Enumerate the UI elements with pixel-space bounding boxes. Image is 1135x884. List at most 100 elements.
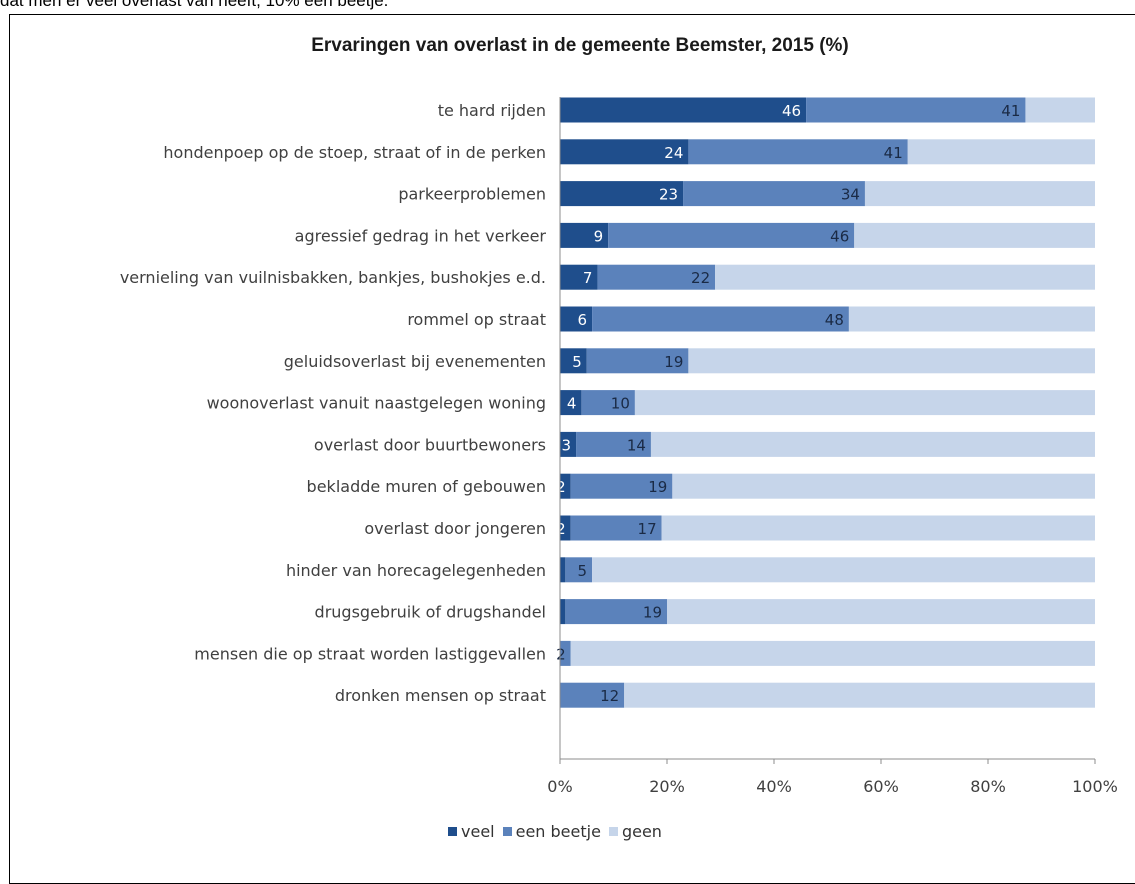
bar-geen [624, 682, 1095, 708]
bar-een-beetje [592, 306, 849, 332]
x-tick-label: 100% [1072, 777, 1118, 796]
bar-veel [560, 222, 609, 248]
data-label: 22 [691, 269, 710, 287]
bar-een-beetje [581, 390, 635, 416]
legend-swatch-veel [448, 827, 457, 836]
data-label: 4 [567, 395, 577, 413]
data-label: 6 [578, 311, 588, 329]
bar-veel [560, 97, 807, 123]
bar-een-beetje [565, 557, 593, 583]
data-label: 5 [578, 562, 588, 580]
bar-geen [667, 599, 1095, 625]
bar-geen [592, 557, 1095, 583]
bar-geen [715, 264, 1095, 290]
bar-geen [907, 139, 1095, 165]
bar-veel [560, 557, 566, 583]
bar-veel [560, 515, 571, 541]
data-label: 24 [664, 144, 683, 162]
bar-een-beetje [570, 473, 673, 499]
data-label: 46 [830, 227, 849, 245]
intro-text: dat men er veel overlast van heeft, 10% … [0, 0, 389, 10]
bar-geen [854, 222, 1095, 248]
category-label: rommel op straat [407, 310, 546, 329]
legend-label-een-beetje: een beetje [515, 822, 601, 841]
bar-veel [560, 473, 571, 499]
data-label: 19 [664, 353, 683, 371]
legend-item-veel: veel [448, 822, 495, 841]
data-label: 5 [572, 353, 582, 371]
bar-veel [560, 139, 689, 165]
legend-swatch-een-beetje [502, 827, 512, 836]
data-label: 3 [562, 436, 572, 454]
bar-geen [661, 515, 1095, 541]
data-label: 41 [884, 144, 903, 162]
bar-geen [864, 181, 1095, 207]
category-label: agressief gedrag in het verkeer [295, 226, 547, 245]
bar-veel [560, 181, 684, 207]
data-label: 48 [825, 311, 844, 329]
category-label: hinder van horecagelegenheden [286, 561, 546, 580]
category-label: overlast door jongeren [364, 519, 546, 538]
bar-veel [560, 390, 582, 416]
data-label: 2 [556, 645, 566, 663]
legend-label-geen: geen [621, 822, 662, 841]
x-tick-label: 20% [649, 777, 685, 796]
x-tick-label: 40% [756, 777, 792, 796]
bar-een-beetje [560, 682, 625, 708]
data-label: 14 [627, 436, 646, 454]
category-label: te hard rijden [438, 101, 546, 120]
category-label: parkeerproblemen [398, 185, 546, 204]
category-label: overlast door buurtbewoners [314, 435, 546, 454]
bar-geen [634, 390, 1095, 416]
category-label: drugsgebruik of drugshandel [315, 603, 546, 622]
bar-een-beetje [560, 640, 571, 666]
bar-geen [672, 473, 1095, 499]
x-tick-label: 60% [863, 777, 899, 796]
category-label: dronken mensen op straat [335, 686, 546, 705]
data-label: 19 [643, 604, 662, 622]
bar-veel [560, 348, 587, 374]
x-tick-label: 80% [970, 777, 1006, 796]
legend-item-geen: geen [608, 822, 662, 841]
data-label: 1 [551, 604, 561, 622]
legend-swatch-geen [608, 827, 618, 836]
category-label: hondenpoep op de stoep, straat of in de … [163, 143, 546, 162]
bar-geen [570, 640, 1095, 666]
bar-een-beetje [608, 222, 855, 248]
bar-een-beetje [586, 348, 689, 374]
bar-veel [560, 264, 598, 290]
data-label: 7 [583, 269, 593, 287]
legend: veel een beetje geen [448, 822, 670, 841]
data-label: 23 [659, 186, 678, 204]
data-label: 34 [841, 186, 860, 204]
bar-geen [848, 306, 1095, 332]
data-label: 9 [594, 227, 604, 245]
data-label: 10 [611, 395, 630, 413]
bar-geen [1025, 97, 1095, 123]
bar-een-beetje [806, 97, 1026, 123]
data-label: 2 [556, 478, 566, 496]
bar-veel [560, 599, 566, 625]
data-label: 41 [1001, 102, 1020, 120]
legend-label-veel: veel [461, 822, 495, 841]
bar-een-beetje [688, 139, 908, 165]
category-label: geluidsoverlast bij evenementen [284, 352, 546, 371]
bar-geen [650, 431, 1095, 457]
bar-een-beetje [565, 599, 667, 625]
bar-een-beetje [570, 515, 662, 541]
data-label: 12 [600, 687, 619, 705]
data-label: 19 [648, 478, 667, 496]
chart-title: Ervaringen van overlast in de gemeente B… [311, 35, 849, 56]
category-label: mensen die op straat worden lastiggevall… [194, 644, 546, 663]
data-label: 17 [638, 520, 657, 538]
data-label: 2 [556, 520, 566, 538]
data-label: 1 [551, 562, 561, 580]
bar-een-beetje [597, 264, 716, 290]
bar-geen [688, 348, 1095, 374]
x-tick-label: 0% [547, 777, 572, 796]
bar-een-beetje [576, 431, 651, 457]
category-label: bekladde muren of gebouwen [307, 477, 546, 496]
bar-veel [560, 431, 577, 457]
category-label: woonoverlast vanuit naastgelegen woning [207, 394, 546, 413]
